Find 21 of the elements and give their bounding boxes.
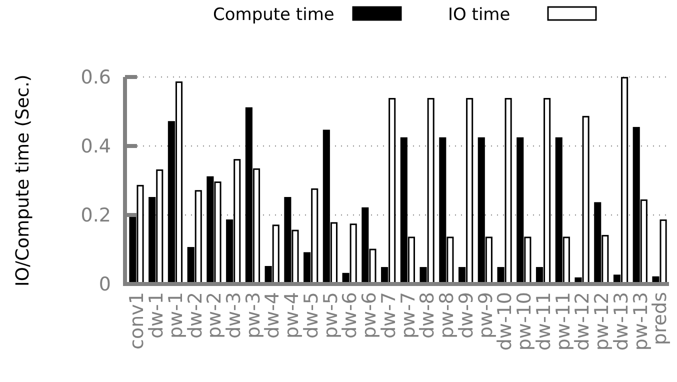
x-tick-label: pw-5 bbox=[320, 292, 342, 339]
x-tick-label: pw-4 bbox=[281, 292, 304, 339]
y-tick-label: 0.6 bbox=[80, 66, 111, 89]
x-tick-label: pw-7 bbox=[397, 292, 420, 339]
x-tick-label: pw-9 bbox=[474, 292, 497, 339]
x-tick-label: pw-11 bbox=[552, 292, 574, 351]
y-axis-title: IO/Compute time (Sec.) bbox=[12, 74, 34, 286]
x-tick-label: pw-13 bbox=[630, 292, 652, 351]
x-tick-label: pw-6 bbox=[358, 292, 381, 339]
legend-label: IO time bbox=[448, 4, 510, 25]
y-tick-label: 0.4 bbox=[80, 136, 111, 158]
x-tick-label: pw-8 bbox=[436, 292, 458, 339]
y-tick-label: 0 bbox=[98, 274, 111, 296]
x-tick-label: pw-2 bbox=[204, 292, 226, 339]
x-tick-label: conv1 bbox=[126, 292, 148, 350]
x-tick-label: pw-12 bbox=[591, 292, 614, 351]
x-tick-label: pw-3 bbox=[242, 292, 264, 339]
x-tick-label: pw-10 bbox=[514, 292, 536, 351]
y-tick-label: 0.2 bbox=[80, 204, 111, 227]
x-tick-label: preds bbox=[649, 292, 672, 346]
legend-label: Compute time bbox=[213, 4, 334, 25]
